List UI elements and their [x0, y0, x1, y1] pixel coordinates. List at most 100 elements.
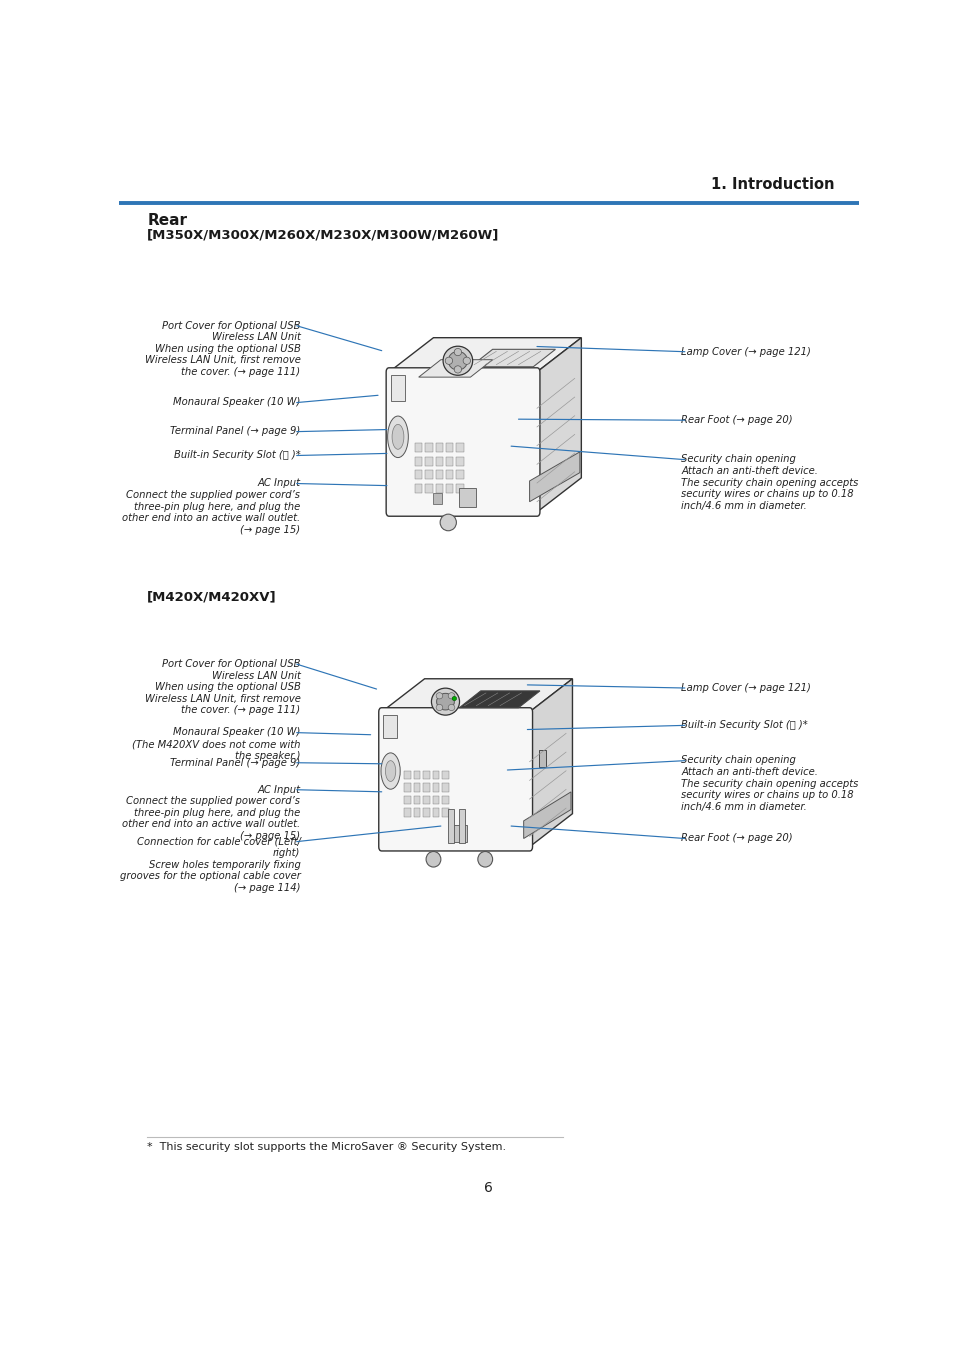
Bar [415, 457, 422, 466]
Bar [436, 484, 442, 493]
Bar [403, 783, 410, 791]
Bar [403, 795, 410, 805]
FancyBboxPatch shape [386, 368, 539, 516]
Text: *  This security slot supports the MicroSaver ® Security System.: * This security slot supports the MicroS… [147, 1142, 506, 1151]
Ellipse shape [448, 352, 467, 371]
Ellipse shape [462, 357, 470, 364]
Text: Built-in Security Slot (🔒 )*: Built-in Security Slot (🔒 )* [173, 450, 300, 460]
Bar [446, 443, 453, 453]
Bar [403, 771, 410, 779]
Bar [446, 457, 453, 466]
Ellipse shape [385, 760, 395, 782]
Ellipse shape [436, 705, 442, 710]
Text: Terminal Panel (→ page 9): Terminal Panel (→ page 9) [170, 426, 300, 437]
Text: AC Input
Connect the supplied power cord’s
three-pin plug here, and plug the
oth: AC Input Connect the supplied power cord… [122, 785, 300, 841]
Bar [423, 771, 429, 779]
Bar [539, 751, 545, 767]
Bar [436, 443, 442, 453]
Bar [413, 795, 419, 805]
Bar [459, 809, 465, 842]
Ellipse shape [387, 417, 408, 457]
Bar [390, 375, 405, 400]
Bar [456, 470, 463, 480]
Bar [456, 457, 463, 466]
Ellipse shape [431, 687, 459, 716]
Ellipse shape [439, 514, 456, 531]
Ellipse shape [380, 754, 400, 789]
Text: Security chain opening
Attach an anti-theft device.
The security chain opening a: Security chain opening Attach an anti-th… [680, 755, 858, 811]
Bar [415, 484, 422, 493]
Text: Built-in Security Slot (🔒 )*: Built-in Security Slot (🔒 )* [680, 720, 807, 731]
Ellipse shape [436, 693, 442, 698]
Text: Lamp Cover (→ page 121): Lamp Cover (→ page 121) [680, 683, 810, 693]
Ellipse shape [436, 693, 454, 710]
FancyBboxPatch shape [378, 708, 532, 851]
Polygon shape [523, 791, 571, 838]
Ellipse shape [448, 693, 455, 698]
Bar [425, 443, 433, 453]
Ellipse shape [477, 852, 492, 867]
Text: 1. Introduction: 1. Introduction [711, 177, 834, 191]
Ellipse shape [392, 425, 403, 449]
Polygon shape [529, 452, 579, 501]
Polygon shape [389, 338, 580, 372]
Bar [413, 783, 419, 791]
Polygon shape [529, 679, 572, 847]
Bar [459, 488, 476, 507]
Bar [456, 443, 463, 453]
Bar [423, 783, 429, 791]
Bar [442, 771, 449, 779]
Ellipse shape [454, 365, 461, 373]
Ellipse shape [442, 346, 472, 375]
Text: AC Input
Connect the supplied power cord’s
three-pin plug here, and plug the
oth: AC Input Connect the supplied power cord… [122, 479, 300, 535]
Ellipse shape [426, 852, 440, 867]
Text: Rear: Rear [147, 213, 187, 228]
Polygon shape [459, 692, 539, 708]
Text: Rear Foot (→ page 20): Rear Foot (→ page 20) [680, 415, 792, 425]
Bar [413, 809, 419, 817]
Polygon shape [381, 679, 572, 712]
Text: Security chain opening
Attach an anti-theft device.
The security chain opening a: Security chain opening Attach an anti-th… [680, 454, 858, 511]
Bar [433, 795, 439, 805]
Polygon shape [418, 360, 492, 377]
Polygon shape [537, 338, 580, 512]
Bar [403, 809, 410, 817]
Polygon shape [470, 349, 555, 367]
Bar [446, 470, 453, 480]
Bar [442, 783, 449, 791]
Text: Monaural Speaker (10 W): Monaural Speaker (10 W) [172, 398, 300, 407]
Text: [M350X/M300X/M260X/M230X/M300W/M260W]: [M350X/M300X/M260X/M230X/M300W/M260W] [147, 228, 499, 241]
Bar [436, 457, 442, 466]
Bar [383, 714, 396, 737]
Text: Port Cover for Optional USB
Wireless LAN Unit
When using the optional USB
Wirele: Port Cover for Optional USB Wireless LAN… [144, 321, 300, 377]
Bar [452, 825, 466, 841]
Bar [415, 470, 422, 480]
Bar [436, 470, 442, 480]
Text: Lamp Cover (→ page 121): Lamp Cover (→ page 121) [680, 346, 810, 356]
Bar [425, 470, 433, 480]
Bar [425, 484, 433, 493]
Ellipse shape [454, 348, 461, 356]
Bar [446, 484, 453, 493]
Bar [425, 457, 433, 466]
Bar [456, 484, 463, 493]
Text: Rear Foot (→ page 20): Rear Foot (→ page 20) [680, 833, 792, 844]
Bar [423, 809, 429, 817]
Bar [433, 809, 439, 817]
Text: Port Cover for Optional USB
Wireless LAN Unit
When using the optional USB
Wirele: Port Cover for Optional USB Wireless LAN… [144, 659, 300, 716]
Bar [423, 795, 429, 805]
Ellipse shape [452, 697, 456, 701]
Bar [442, 795, 449, 805]
Bar [433, 771, 439, 779]
Text: Terminal Panel (→ page 9): Terminal Panel (→ page 9) [170, 758, 300, 767]
Ellipse shape [445, 357, 452, 364]
Bar [433, 493, 442, 504]
Text: Connection for cable cover (Left/
right)
Screw holes temporarily fixing
grooves : Connection for cable cover (Left/ right)… [119, 836, 300, 892]
Bar [433, 783, 439, 791]
Bar [415, 443, 422, 453]
Bar [448, 809, 454, 842]
Bar [442, 809, 449, 817]
Text: 6: 6 [484, 1181, 493, 1196]
Text: [M420X/M420XV]: [M420X/M420XV] [147, 590, 276, 604]
Text: Monaural Speaker (10 W)
(The M420XV does not come with
the speaker.): Monaural Speaker (10 W) (The M420XV does… [132, 728, 300, 760]
